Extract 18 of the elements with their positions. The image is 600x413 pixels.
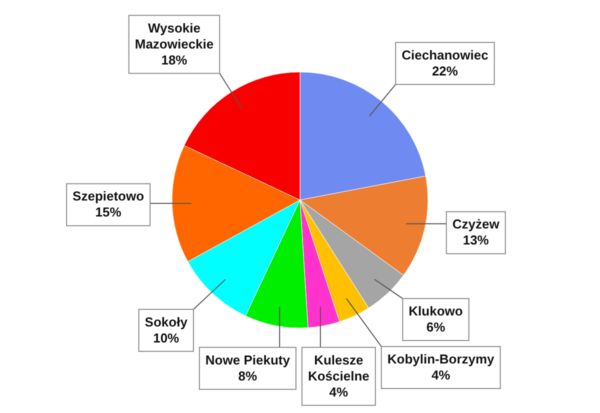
data-label: 22% xyxy=(432,63,458,78)
data-label: 10% xyxy=(153,330,180,346)
slice-label: Kobylin-Borzymy xyxy=(387,352,496,367)
data-label: 8% xyxy=(238,368,258,384)
slice-label: Szepietowo xyxy=(72,188,144,204)
data-label: 18% xyxy=(161,52,188,68)
slice-label: Klukowo xyxy=(408,304,463,319)
data-label: 4% xyxy=(329,384,349,400)
data-label: 6% xyxy=(426,320,446,335)
slice-label: Czyżew xyxy=(452,216,500,232)
slice-label: Nowe Piekuty xyxy=(205,352,291,368)
data-label: 13% xyxy=(462,232,490,248)
data-label: 4% xyxy=(431,368,451,383)
slice-label: Ciechanowiec xyxy=(402,47,488,62)
data-label: 15% xyxy=(95,204,122,220)
slice-label: Wysokie Mazowieckie xyxy=(134,20,214,52)
slice-label: Sokoły xyxy=(144,314,188,330)
slice-label: Kulesze Kościelne xyxy=(308,352,370,384)
